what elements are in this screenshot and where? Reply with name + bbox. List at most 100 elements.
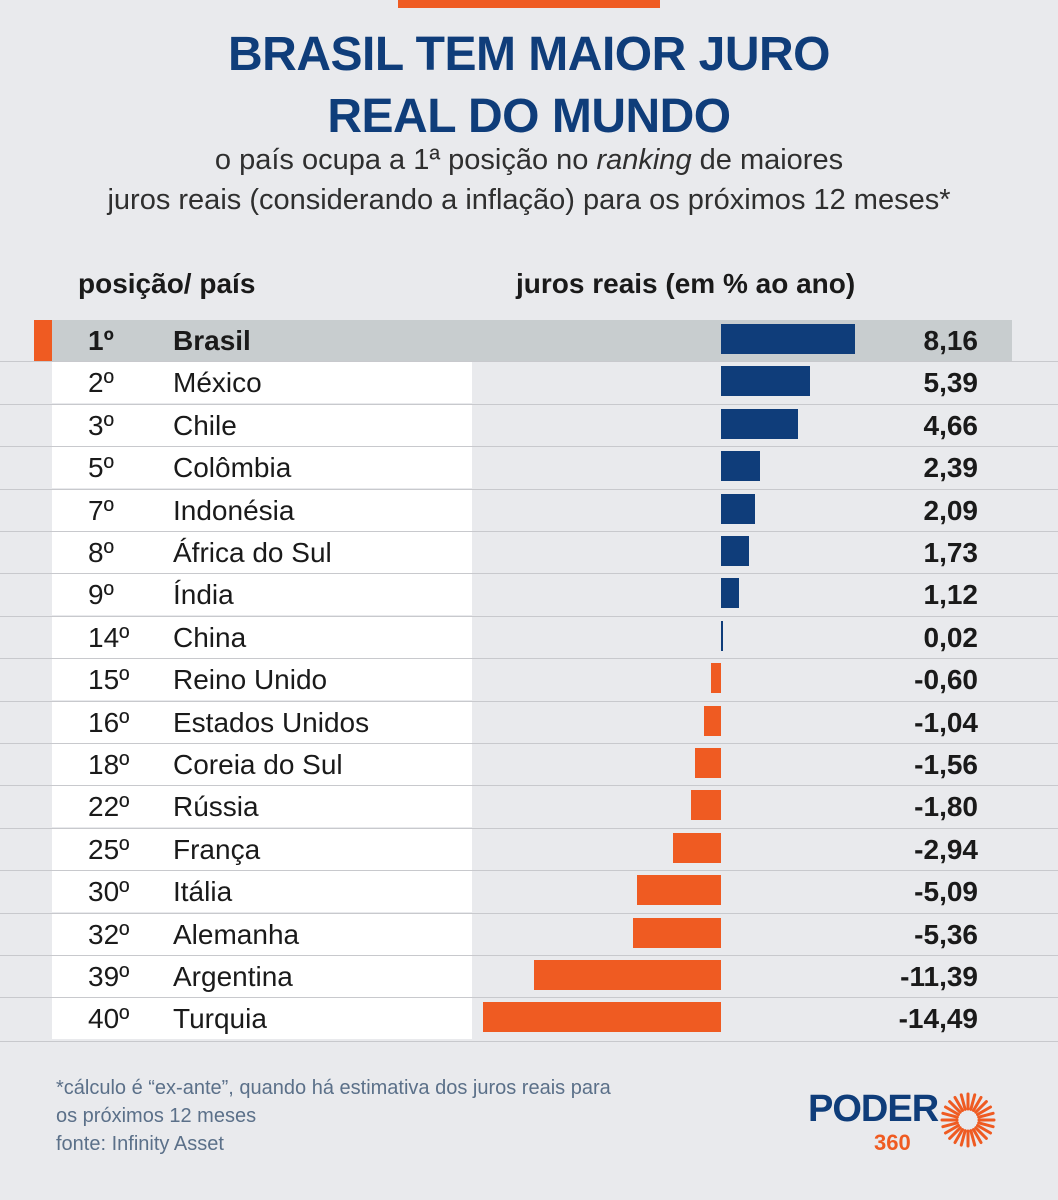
row-divider: [0, 955, 1058, 956]
sun-ray: [953, 1095, 964, 1112]
bar-negative: [695, 748, 721, 778]
row-background: [52, 362, 472, 404]
title-line-1: BRASIL TEM MAIOR JURO: [228, 28, 830, 81]
rank-label: 25º: [88, 833, 130, 865]
value-label: 5,39: [923, 367, 979, 399]
bar-positive: [721, 408, 798, 439]
row-divider: [0, 785, 1058, 787]
row-background: [52, 828, 472, 870]
rank-label: 39º: [88, 961, 130, 992]
country-label: Índia: [173, 579, 234, 611]
country-label: Turquia: [173, 1003, 267, 1035]
footnote-line-2: os próximos 12 meses: [56, 1105, 257, 1127]
rank-label: 3º: [88, 409, 114, 441]
value-label: 1,73: [923, 537, 979, 568]
rank-label: 32º: [88, 918, 130, 950]
subtitle-post: de maiores: [691, 144, 844, 176]
country-label: Alemanha: [173, 918, 300, 950]
country-label: Coreia do Sul: [173, 749, 343, 780]
value-label: -0,60: [914, 664, 978, 696]
sun-ray: [943, 1105, 960, 1116]
rank-label: 14º: [88, 621, 130, 653]
country-label: Brasil: [173, 325, 251, 356]
row-background: [52, 616, 472, 658]
bar-positive: [721, 536, 750, 566]
bar-positive: [721, 578, 740, 609]
value-label: 8,16: [923, 325, 979, 356]
row-divider: [0, 361, 1058, 363]
sun-ray: [972, 1095, 983, 1112]
bar-positive: [721, 366, 810, 397]
column-header-position-country: posição/ país: [78, 268, 256, 299]
bar-positive: [721, 451, 761, 482]
row-background: [52, 701, 472, 743]
rank-label: 9º: [88, 579, 114, 611]
subtitle-pre: o país ocupa a 1ª posição no: [214, 144, 597, 176]
bar-negative: [533, 960, 721, 990]
country-label: Chile: [173, 409, 237, 441]
rank-label: 8º: [88, 537, 114, 568]
sun-ray: [959, 1129, 967, 1147]
sun-ray: [941, 1111, 959, 1119]
row-divider: [0, 573, 1058, 575]
bar-positive: [721, 324, 856, 354]
source-note: fonte: Infinity Asset: [56, 1133, 224, 1155]
subtitle-italic: ranking: [596, 144, 692, 176]
country-label: México: [173, 367, 262, 399]
bar-negative: [637, 875, 721, 906]
rank-label: 2º: [88, 367, 114, 399]
sun-ray: [948, 1126, 962, 1140]
row-background: [52, 998, 472, 1040]
country-label: China: [173, 621, 247, 653]
country-label: África do Sul: [173, 537, 332, 568]
bar-negative: [672, 832, 721, 863]
sun-ray: [974, 1100, 988, 1114]
value-label: -2,94: [914, 833, 978, 865]
country-label: Colômbia: [173, 452, 292, 484]
rank-label: 18º: [88, 749, 130, 780]
chart-title: BRASIL TEM MAIOR JURO REAL DO MUNDO: [0, 24, 1058, 148]
row-background: [52, 744, 472, 785]
value-label: -5,09: [914, 876, 978, 908]
value-label: -1,80: [914, 791, 978, 823]
country-label: Estados Unidos: [173, 706, 370, 738]
sun-ray: [953, 1128, 964, 1145]
country-label: Reino Unido: [173, 664, 328, 696]
rank-label: 15º: [88, 664, 130, 696]
sun-ray: [969, 1129, 977, 1147]
poder360-logo: PODER 360: [808, 1088, 1018, 1158]
footnote-line-1: *cálculo é “ex-ante”, quando há estimati…: [56, 1077, 611, 1099]
highlight-marker: [34, 320, 52, 362]
row-divider: [0, 446, 1058, 448]
row-divider: [0, 997, 1058, 999]
row-background: [52, 956, 472, 997]
value-label: -1,56: [914, 749, 978, 780]
sun-ray: [943, 1124, 960, 1135]
value-label: 2,09: [923, 494, 979, 526]
sun-ray: [976, 1105, 993, 1116]
row-divider: [0, 870, 1058, 872]
row-background: [52, 786, 472, 828]
bar-negative: [711, 663, 721, 694]
sun-ray: [972, 1128, 983, 1145]
row-background: [52, 532, 472, 573]
subtitle-line-2: juros reais (considerando a inflação) pa…: [107, 184, 951, 216]
row-divider: [0, 403, 1058, 405]
sun-ray: [969, 1093, 977, 1111]
country-label: Argentina: [173, 961, 293, 992]
row-divider: [0, 488, 1058, 490]
row-divider: [0, 658, 1058, 660]
row-divider: [0, 827, 1058, 829]
value-label: -1,04: [914, 706, 978, 738]
footnote: *cálculo é “ex-ante”, quando há estimati…: [56, 1074, 611, 1158]
top-accent-bar: [398, 0, 660, 8]
country-label: Rússia: [173, 791, 259, 823]
bar-negative: [703, 705, 721, 736]
bar-positive: [721, 493, 756, 524]
rank-label: 40º: [88, 1003, 130, 1035]
bar-positive: [721, 620, 723, 651]
sun-ray: [974, 1126, 988, 1140]
sun-ray: [976, 1124, 993, 1135]
bar-negative: [632, 917, 721, 948]
title-line-2: REAL DO MUNDO: [327, 90, 731, 143]
